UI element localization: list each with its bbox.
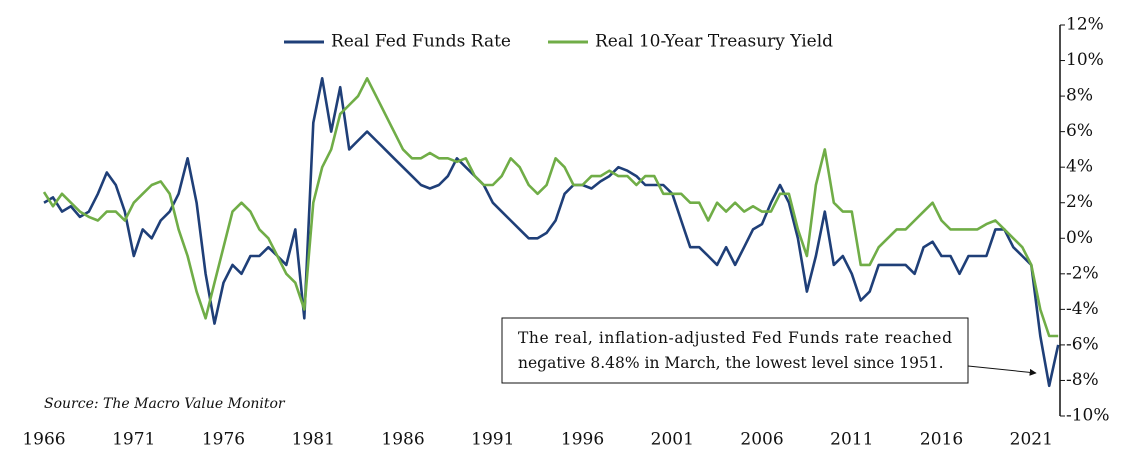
y-tick-label: 8% [1066,86,1093,106]
x-tick-label: 2001 [651,430,694,450]
annotation-line: The real, inflation-adjusted Fed Funds r… [518,329,952,347]
y-tick-label: 4% [1066,157,1093,177]
series-line [43,77,1060,388]
y-tick-label: 0% [1066,228,1093,248]
legend-label: Real Fed Funds Rate [331,32,511,52]
x-tick-label: 1966 [22,430,65,450]
x-tick-label: 2006 [740,430,783,450]
annotation-line: negative 8.48% in March, the lowest leve… [518,354,944,372]
legend-label: Real 10-Year Treasury Yield [595,32,833,52]
y-tick-label: 6% [1066,121,1093,141]
x-tick-label: 1996 [561,430,604,450]
y-tick-label: -10% [1066,406,1110,426]
x-tick-label: 2021 [1010,430,1053,450]
y-tick-label: 12% [1066,15,1104,35]
x-tick-label: 1971 [112,430,155,450]
series-line [42,77,1059,338]
annotation-box [501,317,969,384]
y-tick-label: 10% [1066,50,1104,70]
annotation-arrow [967,365,1037,376]
y-tick-label: -2% [1066,263,1099,283]
x-tick-label: 1976 [202,430,245,450]
x-tick-label: 2016 [920,430,963,450]
x-tick-label: 1986 [381,430,424,450]
x-tick-label: 1991 [471,430,514,450]
y-tick-label: -8% [1066,370,1099,390]
y-tick-label: 2% [1066,192,1093,212]
source: Source: The Macro Value Monitor [44,396,286,412]
y-tick-label: -6% [1066,334,1099,354]
x-tick-label: 1981 [292,430,335,450]
y-tick-label: -4% [1066,299,1099,319]
x-tick-label: 2011 [830,430,873,450]
